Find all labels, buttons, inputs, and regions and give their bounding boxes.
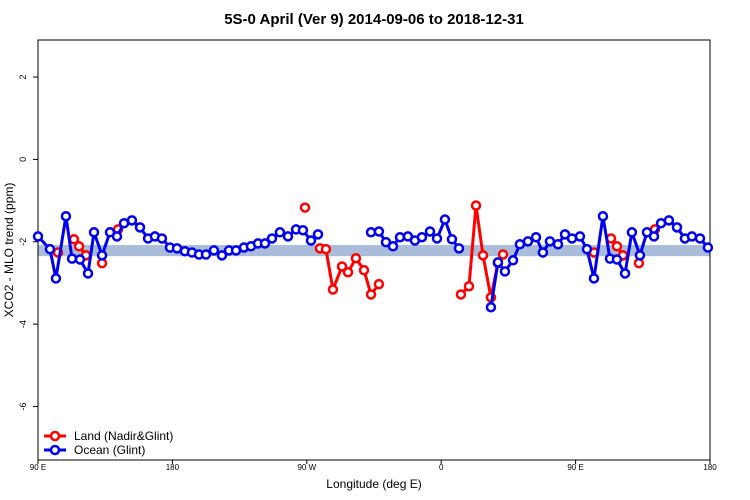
data-point — [387, 241, 399, 252]
data-point — [274, 227, 286, 238]
data-point — [611, 254, 623, 265]
data-point — [634, 250, 646, 261]
data-point — [537, 247, 549, 258]
data-point — [446, 234, 458, 245]
data-point — [497, 249, 509, 260]
data-point — [320, 243, 332, 255]
y-tick-label: -2 — [18, 238, 28, 246]
legend-marker — [49, 444, 61, 456]
x-axis-label: Longitude (deg E) — [326, 477, 421, 491]
data-point — [648, 231, 660, 242]
data-point — [544, 236, 556, 247]
data-point — [626, 227, 638, 238]
data-point — [470, 200, 482, 211]
data-point — [574, 231, 586, 242]
x-tick-label: 180 — [166, 463, 180, 472]
data-point — [588, 273, 600, 284]
data-point — [156, 233, 168, 244]
data-point — [453, 243, 465, 254]
data-point — [259, 238, 271, 249]
data-point — [702, 242, 714, 253]
legend-label: Ocean (Glint) — [74, 443, 145, 457]
data-point — [373, 226, 385, 237]
data-point — [50, 273, 62, 284]
data-point — [424, 226, 436, 237]
data-point — [416, 231, 428, 243]
data-point — [266, 233, 278, 244]
x-tick-label: 90 W — [297, 463, 316, 472]
data-point — [439, 214, 451, 225]
data-point — [200, 249, 212, 260]
data-point — [619, 268, 631, 279]
data-point — [126, 215, 138, 226]
data-point — [73, 241, 85, 252]
y-axis-label: XCO2 - MLO trend (ppm) — [2, 183, 16, 318]
data-point — [499, 266, 511, 277]
data-point — [208, 245, 220, 256]
data-point — [134, 222, 146, 233]
data-point — [663, 215, 675, 226]
legend-marker — [49, 430, 61, 442]
reference-band — [38, 245, 710, 257]
data-point — [305, 235, 317, 246]
data-point — [455, 289, 467, 300]
y-tick-label: -4 — [18, 320, 28, 328]
data-point — [477, 250, 489, 261]
data-point — [111, 231, 123, 242]
data-point — [552, 238, 564, 250]
data-point — [44, 243, 56, 255]
data-point — [74, 254, 86, 265]
legend-label: Land (Nadir&Glint) — [74, 429, 173, 443]
data-point — [373, 278, 385, 290]
chart-title: 5S-0 April (Ver 9) 2014-09-06 to 2018-12… — [224, 11, 524, 28]
data-point — [485, 301, 497, 313]
data-point — [358, 264, 370, 276]
y-tick-label: 0 — [18, 157, 28, 162]
data-point — [88, 227, 100, 238]
data-point — [60, 210, 72, 222]
data-point — [492, 257, 504, 268]
data-point — [365, 289, 377, 300]
data-point — [530, 231, 542, 243]
data-point — [694, 233, 706, 244]
x-tick-label: 180 — [703, 463, 717, 472]
x-tick-label: 90 E — [567, 463, 583, 472]
data-point — [82, 268, 94, 279]
data-point — [336, 261, 348, 272]
data-point — [611, 241, 623, 252]
data-point — [671, 222, 683, 233]
data-point — [32, 231, 44, 242]
x-tick-label: 90 E — [30, 463, 46, 472]
data-point — [581, 243, 593, 255]
data-point — [507, 255, 519, 266]
y-tick-label: 2 — [18, 75, 28, 80]
y-tick-label: -6 — [18, 402, 28, 410]
data-point — [686, 231, 698, 242]
data-point — [522, 236, 534, 247]
data-point — [297, 224, 309, 236]
data-point — [282, 231, 294, 242]
data-point — [463, 280, 475, 292]
data-point — [312, 229, 324, 240]
data-point — [350, 252, 362, 264]
data-point — [431, 233, 443, 244]
data-point — [216, 250, 228, 261]
data-point — [327, 284, 339, 295]
data-point — [299, 202, 311, 213]
data-point — [96, 250, 108, 261]
x-tick-label: 0 — [439, 463, 444, 472]
data-point — [342, 266, 354, 278]
data-point — [597, 210, 609, 222]
data-point — [514, 238, 526, 250]
